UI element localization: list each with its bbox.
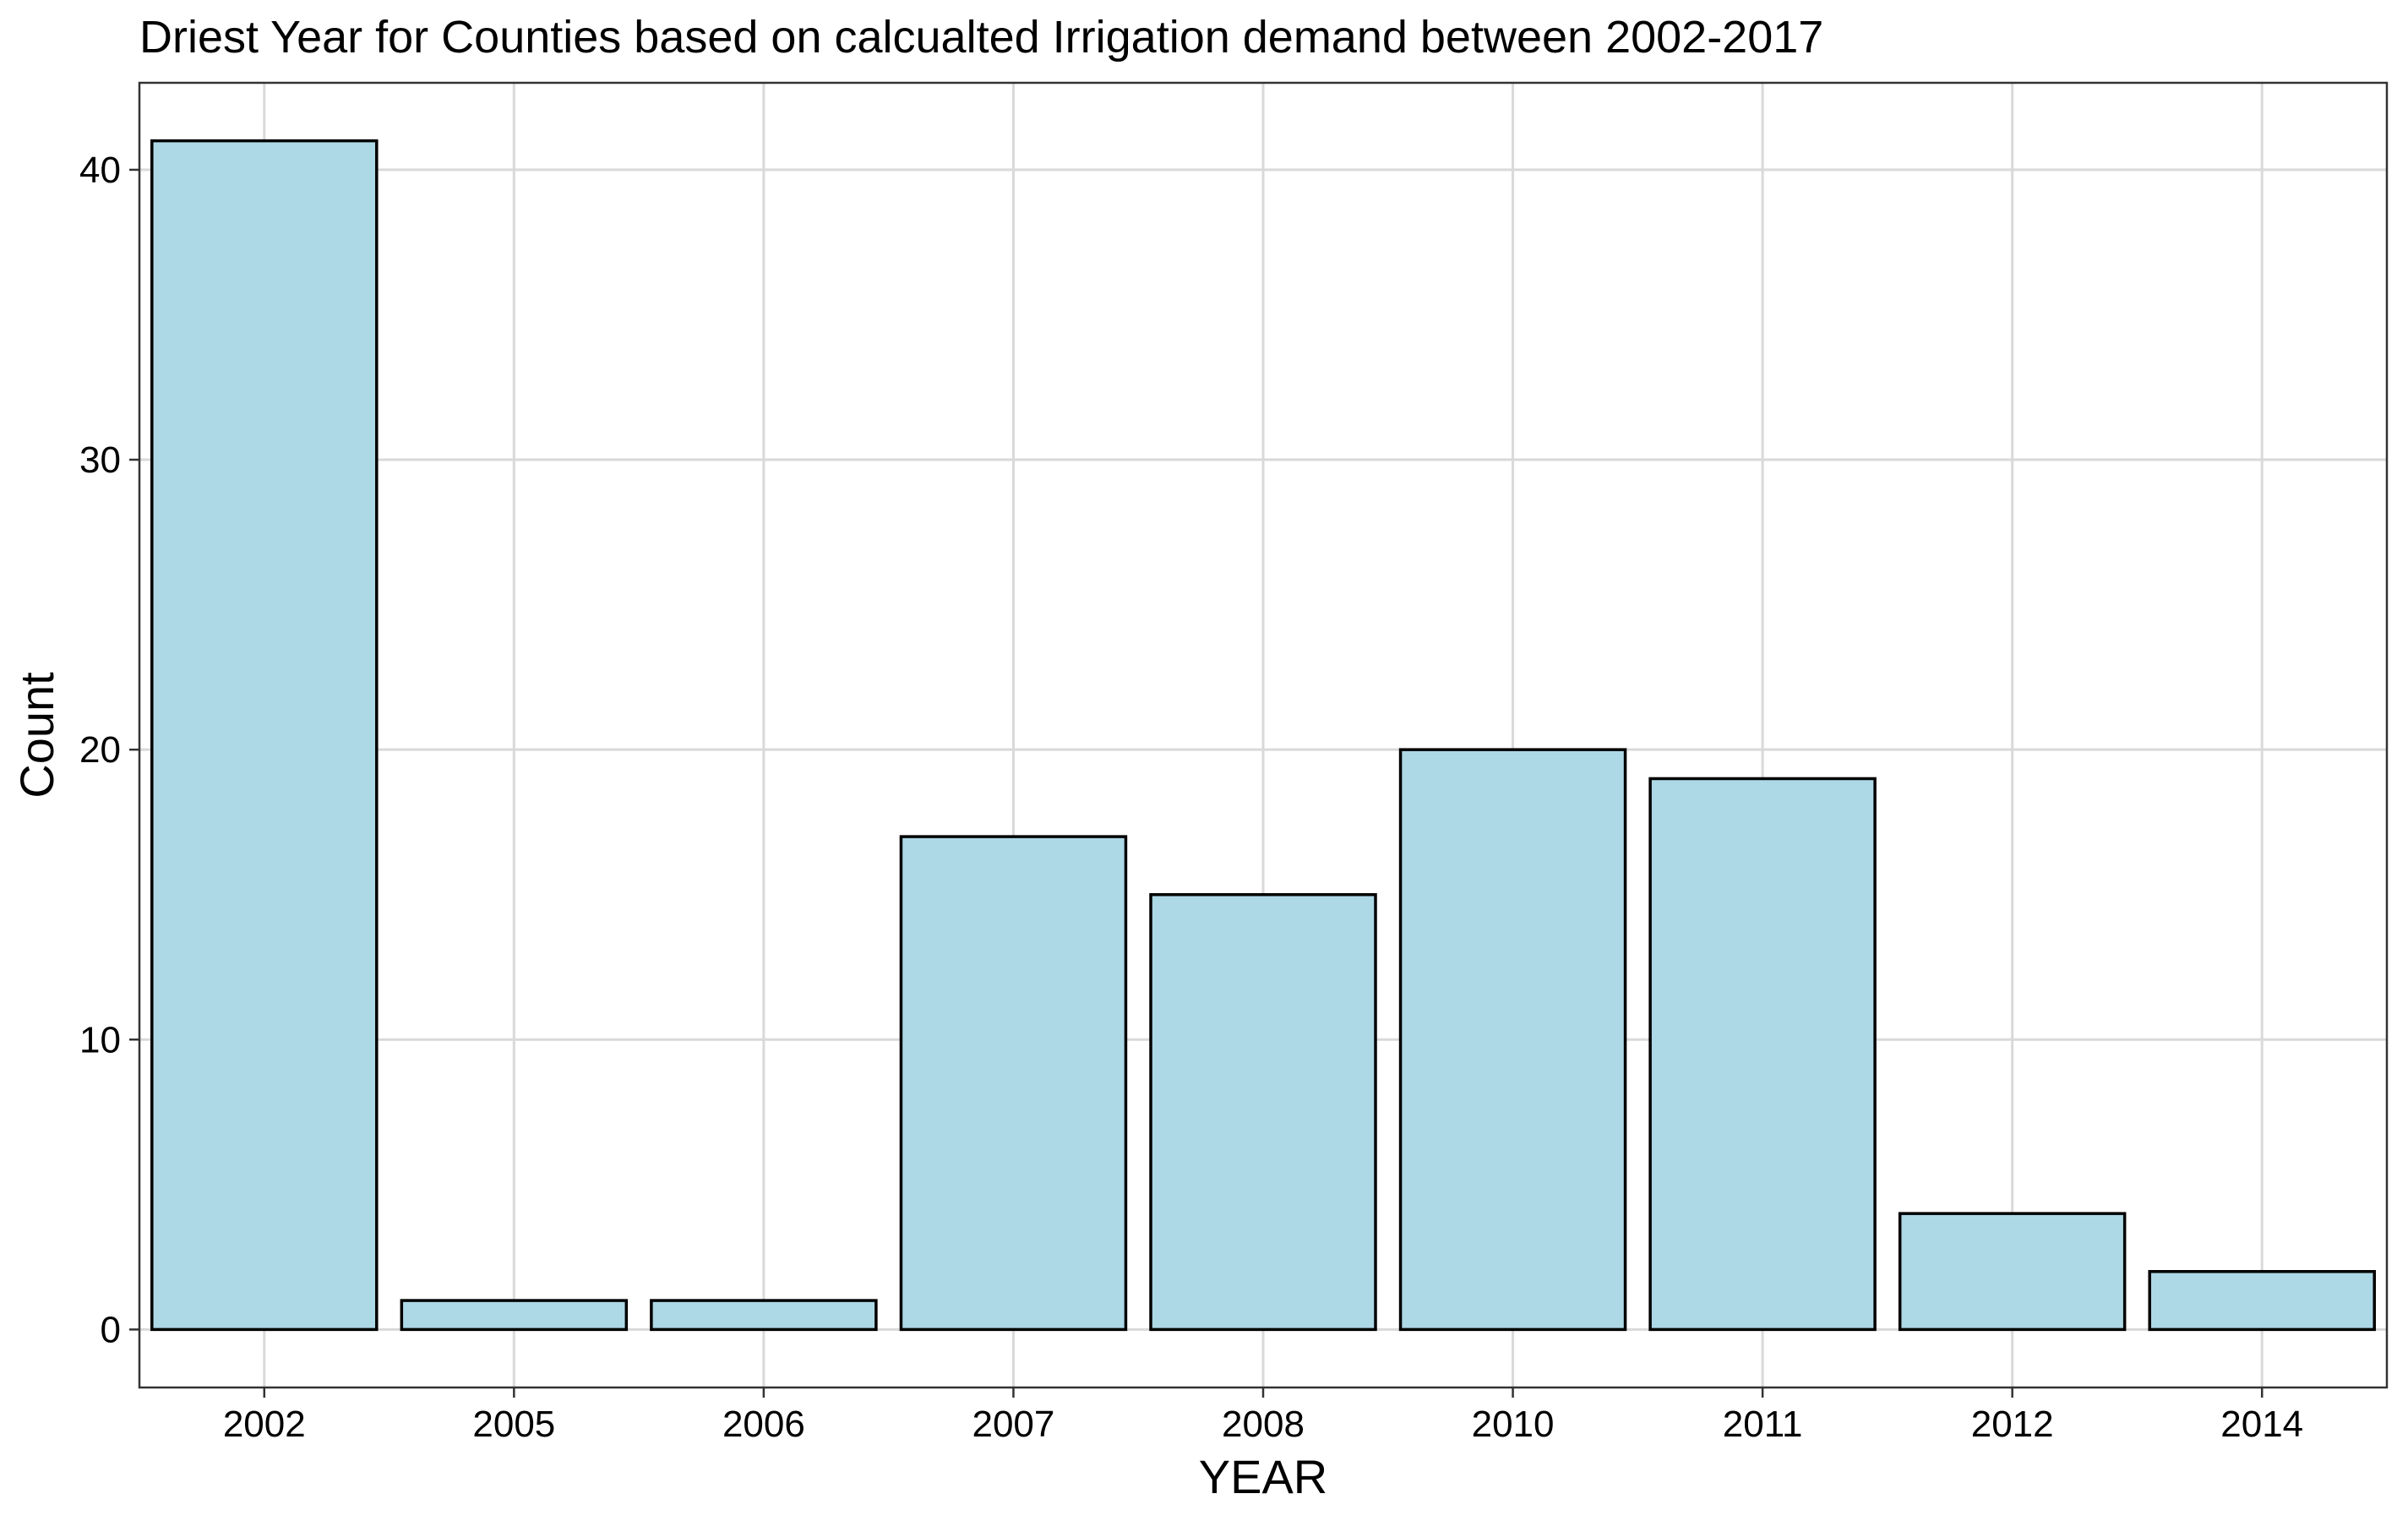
x-tick-label: 2011 bbox=[1723, 1404, 1803, 1445]
y-tick-label: 30 bbox=[79, 439, 121, 481]
y-tick-label: 20 bbox=[79, 729, 121, 771]
bars bbox=[150, 139, 2376, 1332]
bar-2010 bbox=[1398, 748, 1627, 1332]
bar-2005 bbox=[400, 1299, 629, 1332]
x-tick-label: 2014 bbox=[2220, 1404, 2303, 1445]
x-tick-label: 2006 bbox=[722, 1404, 805, 1445]
bar-2011 bbox=[1648, 777, 1877, 1332]
x-tick-label: 2002 bbox=[223, 1404, 306, 1445]
x-tick-label: 2007 bbox=[972, 1404, 1054, 1445]
y-tick-label: 40 bbox=[79, 150, 121, 191]
bar-2007 bbox=[899, 835, 1128, 1332]
y-tick-label: 0 bbox=[101, 1309, 121, 1350]
bar-2008 bbox=[1149, 892, 1377, 1332]
x-tick-label: 2010 bbox=[1472, 1404, 1555, 1445]
bar-2012 bbox=[1898, 1212, 2127, 1332]
x-tick-label: 2008 bbox=[1222, 1404, 1305, 1445]
bar-2006 bbox=[650, 1299, 878, 1332]
x-tick-label: 2012 bbox=[1971, 1404, 2054, 1445]
y-axis: 0 10 20 30 40 bbox=[79, 150, 139, 1350]
x-axis-title: YEAR bbox=[1199, 1450, 1328, 1503]
x-axis: 2002 2005 2006 2007 2008 2010 2011 2012 2014 bbox=[223, 1387, 2303, 1445]
chart-title: Driest Year for Counties based on calcua… bbox=[139, 12, 1823, 63]
y-tick-label: 10 bbox=[79, 1019, 121, 1060]
bar-2014 bbox=[2148, 1270, 2376, 1332]
y-axis-title: Count bbox=[10, 672, 63, 799]
x-tick-label: 2005 bbox=[472, 1404, 555, 1445]
bar-2002 bbox=[150, 139, 379, 1332]
